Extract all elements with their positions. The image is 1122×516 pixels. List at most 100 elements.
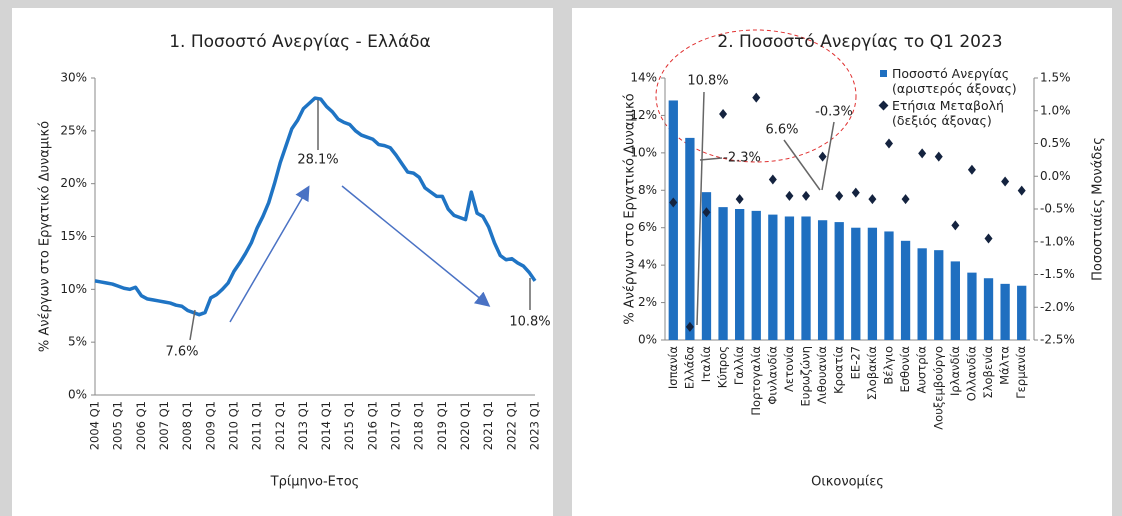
bar	[668, 100, 678, 340]
chart-title: 2. Ποσοστό Ανεργίας το Q1 2023	[717, 32, 1002, 52]
annotation: 10.8%	[509, 315, 550, 330]
y-tick-label: 6%	[638, 220, 657, 234]
annotation: 10.8%	[687, 74, 728, 89]
diamond-marker	[918, 148, 927, 159]
x-tick-label: 2013 Q1	[296, 401, 310, 450]
bar	[784, 216, 795, 340]
legend-entry: Ποσοστό Ανεργίας (αριστερός άξονας)	[880, 66, 1030, 96]
bar	[817, 220, 828, 340]
diamond-marker	[984, 233, 993, 244]
y-tick-label: 10%	[630, 145, 657, 159]
y-axis-label: % Ανέργων στο Εργατικό Δυναμικό	[623, 93, 638, 324]
y2-tick-label: 0.0%	[1040, 169, 1071, 183]
y2-tick-label: -1.0%	[1040, 234, 1075, 248]
leader-line	[189, 309, 196, 341]
bar	[801, 216, 811, 340]
diamond-marker	[669, 197, 678, 208]
x-tick-label: 2018 Q1	[412, 401, 426, 450]
x-tick-label: Λιθουανία	[815, 346, 829, 404]
x-tick-label: Κροατία	[832, 346, 846, 394]
leader-line	[783, 139, 821, 191]
x-tick-label: Σλοβακία	[865, 346, 879, 401]
annotation: -2.3%	[723, 151, 761, 166]
y2-axis-label: Ποσοστιαίες Μονάδες	[1091, 137, 1106, 281]
x-tick-label: Φινλανδία	[765, 346, 779, 405]
diamond-marker	[851, 187, 860, 198]
bar	[834, 222, 844, 340]
legend-marker	[880, 70, 887, 77]
bar	[768, 214, 778, 340]
y2-tick-label: 1.5%	[1040, 71, 1071, 85]
diamond-marker	[934, 151, 943, 162]
bar	[983, 278, 994, 340]
y2-tick-label: 1.0%	[1040, 103, 1071, 117]
legend-entry: Ετήσια Μεταβολή (δεξιός άξονας)	[878, 98, 1030, 128]
y-tick-label: 4%	[638, 258, 657, 272]
x-tick-label: Ισπανία	[666, 346, 680, 389]
diamond-marker	[901, 194, 910, 205]
arrow	[229, 185, 310, 323]
y-tick-label: 5%	[68, 335, 87, 349]
x-tick-label: 2011 Q1	[250, 401, 264, 450]
diamond-marker	[735, 194, 744, 205]
arrow	[341, 185, 491, 307]
line	[94, 96, 537, 317]
bar	[851, 227, 861, 340]
annotation: 28.1%	[297, 153, 338, 168]
diamond-marker	[802, 190, 811, 201]
diamond-marker	[702, 207, 711, 218]
annotation: -0.3%	[815, 105, 853, 120]
x-tick-label: Γαλλία	[732, 346, 746, 385]
bar	[751, 210, 761, 340]
leader-line	[696, 91, 705, 326]
x-tick-label: Λουξεμβούργο	[931, 346, 945, 430]
diamond-marker	[785, 190, 794, 201]
bar	[1017, 285, 1027, 340]
x-tick-label: 2010 Q1	[226, 401, 240, 450]
bar	[900, 240, 911, 340]
diamond-marker	[818, 151, 827, 162]
y-tick-label: 8%	[638, 183, 657, 197]
bar	[701, 192, 712, 340]
bar	[867, 227, 878, 340]
x-tick-label: 2020 Q1	[458, 401, 472, 450]
diamond-marker	[1017, 185, 1026, 196]
y-tick-label: 10%	[60, 282, 87, 296]
bar	[967, 272, 977, 340]
x-tick-label: Κύπρος	[716, 346, 730, 388]
y2-tick-label: -2.5%	[1040, 333, 1075, 347]
x-tick-label: 2016 Q1	[365, 401, 379, 450]
y2-tick-label: -1.5%	[1040, 267, 1075, 281]
x-tick-label: 2021 Q1	[481, 401, 495, 450]
diamond-marker	[1001, 176, 1010, 187]
x-tick-label: Πορτογαλία	[749, 346, 763, 416]
x-tick-label: Εσθονία	[898, 346, 912, 393]
annotation: 7.6%	[165, 345, 198, 360]
x-axis-label: Οικονομίες	[811, 475, 884, 490]
x-tick-label: Σλοβενία	[981, 346, 995, 399]
y-tick-label: 0%	[638, 333, 657, 347]
y2-tick-label: 0.5%	[1040, 136, 1071, 150]
x-tick-label: 2014 Q1	[319, 401, 333, 450]
y-tick-label: 12%	[630, 108, 657, 122]
bar	[917, 248, 927, 340]
leader-line	[699, 157, 723, 161]
x-tick-label: 2008 Q1	[180, 401, 194, 450]
bar	[950, 261, 960, 340]
panel	[12, 8, 553, 516]
x-tick-label: 2023 Q1	[528, 401, 542, 450]
x-tick-label: 2019 Q1	[435, 401, 449, 450]
diamond-marker	[752, 92, 761, 103]
x-axis-label: Τρίμηνο-Ετος	[270, 475, 360, 490]
x-tick-label: ΕΕ-27	[848, 346, 862, 379]
x-tick-label: 2007 Q1	[157, 401, 171, 450]
bar	[884, 231, 894, 340]
x-tick-label: 2015 Q1	[342, 401, 356, 450]
y-tick-label: 0%	[68, 388, 87, 402]
diamond-marker	[685, 321, 694, 332]
highlight	[655, 29, 857, 163]
legend-marker	[878, 100, 889, 111]
x-tick-label: Ευρωζώνη	[799, 346, 813, 406]
